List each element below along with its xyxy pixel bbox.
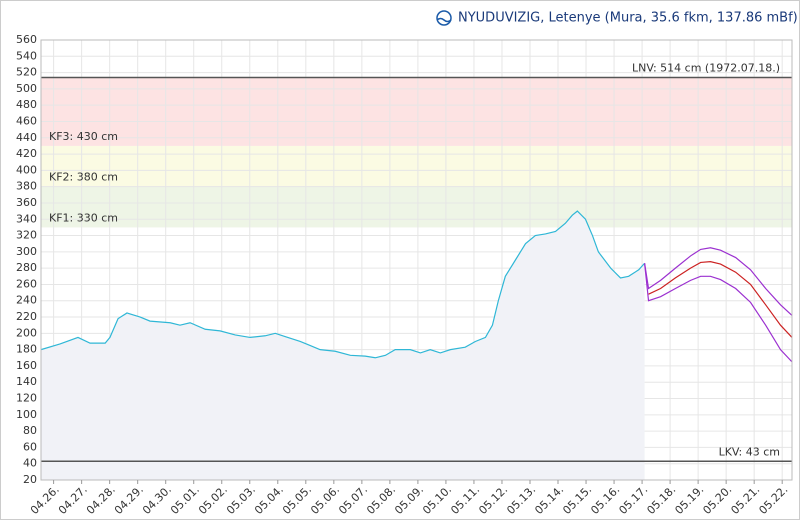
y-tick-label: 360 (16, 196, 37, 209)
line (40, 210, 646, 359)
threshold-band (41, 145, 792, 187)
y-tick-label: 380 (16, 180, 37, 193)
y-tick-label: 200 (16, 326, 37, 339)
line (644, 263, 793, 363)
y-tick-label: 280 (16, 261, 37, 274)
y-tick-label: 300 (16, 245, 37, 258)
threshold-label: KF3: 430 cm (49, 130, 118, 143)
y-tick-label: 60 (23, 440, 37, 453)
line (644, 247, 793, 316)
chart-title: NYUDUVIZIG, Letenye (Mura, 35.6 fkm, 137… (458, 11, 798, 26)
y-tick-label: 400 (16, 163, 37, 176)
plot-border (40, 39, 793, 481)
logo (436, 10, 452, 26)
y-tick-label: 80 (23, 424, 37, 437)
threshold-label: LNV: 514 cm (1972.07.18.) (632, 61, 780, 74)
threshold-label: KF2: 380 cm (49, 171, 118, 184)
y-tick-label: 480 (16, 98, 37, 111)
y-tick-label: 320 (16, 229, 37, 242)
y-tick-label: 20 (23, 473, 37, 486)
y-tick-label: 120 (16, 392, 37, 405)
y-tick-label: 420 (16, 147, 37, 160)
y-tick-label: 340 (16, 212, 37, 225)
threshold-band (41, 186, 792, 228)
y-tick-label: 100 (16, 408, 37, 421)
y-tick-label: 500 (16, 82, 37, 95)
threshold-band (41, 77, 792, 146)
y-tick-label: 260 (16, 277, 37, 290)
y-tick-label: 560 (16, 33, 37, 46)
y-tick-label: 520 (16, 66, 37, 79)
y-tick-label: 460 (16, 114, 37, 127)
y-tick-label: 140 (16, 375, 37, 388)
line (648, 261, 793, 338)
threshold-label: LKV: 43 cm (719, 445, 780, 458)
y-tick-label: 160 (16, 359, 37, 372)
y-tick-label: 180 (16, 343, 37, 356)
y-tick-label: 40 (23, 457, 37, 470)
area (41, 211, 645, 480)
y-tick-label: 440 (16, 131, 37, 144)
y-tick-label: 540 (16, 49, 37, 62)
threshold-label: KF1: 330 cm (49, 211, 118, 224)
y-tick-label: 220 (16, 310, 37, 323)
y-tick-label: 240 (16, 294, 37, 307)
